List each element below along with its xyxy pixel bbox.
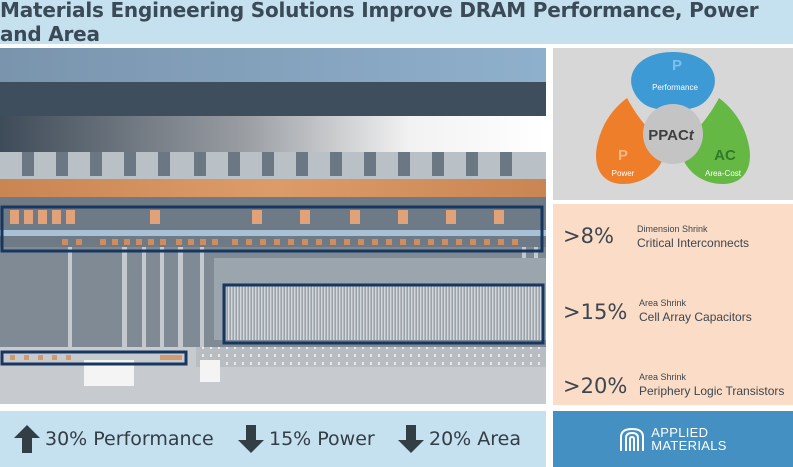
metric-performance: 30% Performance [14,411,214,467]
brand-line2: MATERIALS [651,438,727,453]
stat-transistors: >20% Area Shrink Periphery Logic Transis… [553,368,793,418]
power-letter: P [618,147,628,164]
metrics-bar: 30% Performance 15% Power 20% Area [0,411,546,467]
power-label: Power [612,169,635,178]
metric-power: 15% Power [238,411,375,467]
stat-value: >15% [563,300,628,324]
stat-main: Critical Interconnects [637,236,750,250]
stat-sub: Dimension Shrink [637,224,708,234]
stat-main: Cell Array Capacitors [639,310,752,324]
stat-sub: Area Shrink [639,298,687,308]
ppact-center-suffix: t [689,127,695,144]
svg-text:PPACt: PPACt [648,127,695,144]
brand-bar: APPLIED MATERIALS [553,411,793,467]
performance-letter: P [672,57,682,74]
ppact-center [643,104,703,164]
stat-main: Periphery Logic Transistors [639,384,785,398]
applied-materials-logo-icon [620,427,645,451]
areacost-letter: AC [714,147,736,164]
metric-label: 20% Area [429,428,521,450]
arrow-down-icon [238,425,264,453]
metric-label: 30% Performance [45,428,214,450]
stat-interconnects: >8% Dimension Shrink Critical Interconne… [553,218,793,268]
ppact-diagram: PPACt P Performance P Power AC Area-Cost [553,48,793,200]
stat-sub: Area Shrink [639,372,687,382]
arrow-up-icon [14,425,40,453]
power-segment [596,98,665,184]
dram-cross-section-image [0,48,546,404]
title-bar: Materials Engineering Solutions Improve … [0,0,793,46]
areacost-label: Area-Cost [705,169,742,178]
page-title: Materials Engineering Solutions Improve … [0,0,759,46]
areacost-segment [681,98,750,184]
stats-panel: >8% Dimension Shrink Critical Interconne… [553,204,793,405]
metric-label: 15% Power [269,428,375,450]
performance-label: Performance [652,83,698,92]
arrow-down-icon [398,425,424,453]
metric-area: 20% Area [398,411,521,467]
brand-line1: APPLIED [651,425,709,440]
performance-segment [631,52,715,110]
stat-value: >8% [563,224,614,248]
brand-name: APPLIED MATERIALS [651,426,726,452]
stat-value: >20% [563,374,628,398]
stat-capacitors: >15% Area Shrink Cell Array Capacitors [553,294,793,344]
ppact-center-label: PPAC [648,127,689,144]
